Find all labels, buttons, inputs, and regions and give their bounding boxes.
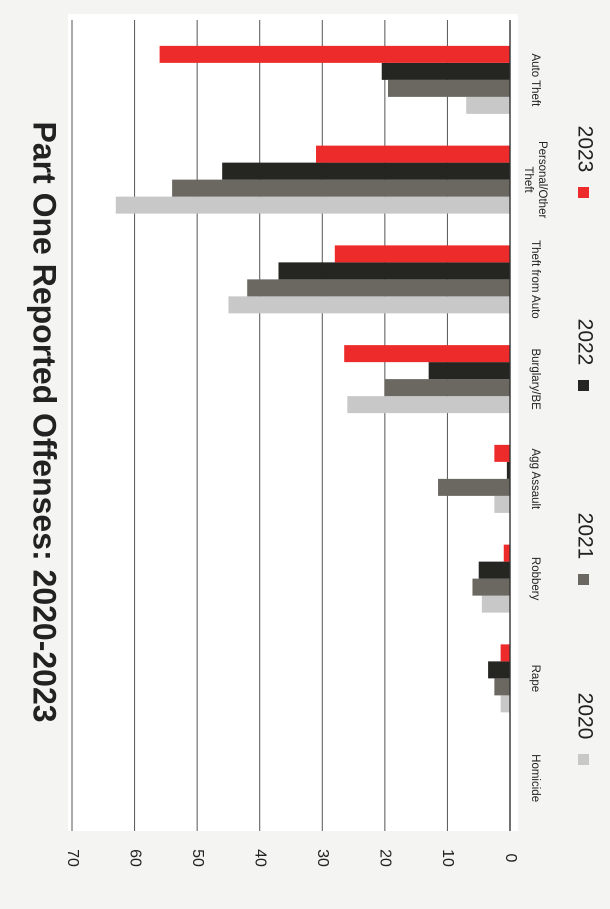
category-label-group: Theft from Auto	[529, 240, 541, 319]
category-label: Homicide	[529, 754, 541, 802]
title-group: Part One Reported Offenses: 2020-2023	[27, 121, 63, 722]
bar-2020	[481, 595, 510, 613]
value-tick-group: 40	[251, 849, 268, 867]
category-label: Theft from Auto	[529, 240, 541, 319]
bar-2021	[172, 179, 510, 197]
legend-label: 2023	[573, 126, 596, 173]
value-tick-labels: 0 10 20 30 40 50 60 70	[64, 849, 519, 867]
bar-2023	[334, 245, 510, 263]
category-label: Agg Assault	[529, 449, 541, 511]
value-tick-label: 30	[314, 849, 331, 867]
category-label: Rape	[529, 665, 541, 693]
bar-2023	[494, 444, 510, 462]
bar-2023	[159, 45, 510, 63]
legend-swatch-2020	[578, 754, 589, 765]
category-label-group: Auto Theft	[529, 53, 541, 107]
category-label: Auto Theft	[529, 53, 541, 107]
plot-area	[68, 14, 518, 831]
value-tick-label: 10	[439, 849, 456, 867]
value-tick-group: 10	[439, 849, 456, 867]
value-tick-label: 70	[64, 849, 81, 867]
legend-swatch-2022	[578, 380, 589, 391]
category-label: Robbery	[529, 557, 541, 601]
bar-2022	[222, 162, 510, 180]
legend-entry: 2023	[573, 126, 596, 173]
legend-label: 2022	[573, 319, 596, 366]
category-label-group: Homicide	[529, 754, 541, 802]
bar-2021	[384, 379, 510, 397]
legend-entry: 2022	[573, 319, 596, 366]
legend-swatch-2023	[578, 187, 589, 198]
value-tick-group: 60	[126, 849, 143, 867]
bar-2020	[228, 296, 510, 314]
category-label-group: Rape	[529, 665, 541, 693]
value-tick-label: 50	[189, 849, 206, 867]
category-label: Theft	[522, 167, 534, 194]
bar-2021	[247, 279, 510, 297]
legend: 2020 2021 2022 2023	[573, 126, 596, 765]
category-label-group: Robbery	[529, 557, 541, 601]
chart-title: Part One Reported Offenses: 2020-2023	[27, 121, 63, 722]
value-tick-group: 30	[314, 849, 331, 867]
legend-entry: 2021	[573, 513, 596, 560]
bar-2022	[506, 461, 510, 479]
bar-2022	[428, 362, 510, 380]
legend-label: 2021	[573, 513, 596, 560]
value-tick-label: 20	[377, 849, 394, 867]
value-tick-label: 60	[126, 849, 143, 867]
bar-2023	[316, 145, 510, 163]
value-tick-label: 0	[502, 854, 519, 863]
bar-2020	[347, 396, 510, 414]
bar-2022	[478, 561, 510, 579]
bar-2023	[503, 544, 510, 562]
legend-entry: 2020	[573, 693, 596, 740]
bar-2022	[278, 262, 510, 280]
bar-2020	[115, 196, 511, 214]
bars	[115, 45, 511, 713]
bar-2021	[472, 578, 510, 596]
category-labels: Homicide Rape Robbery Agg Assault Burglary/B…	[522, 53, 548, 802]
bar-2020	[500, 695, 510, 713]
value-tick-group: 70	[64, 849, 81, 867]
bar-2020	[466, 96, 510, 114]
bar-2021	[494, 678, 510, 696]
legend-label: 2020	[573, 693, 596, 740]
bar-2023	[500, 644, 510, 662]
value-tick-group: 20	[377, 849, 394, 867]
category-label: Burglary/BE	[529, 348, 541, 410]
value-tick-group: 0	[502, 854, 519, 863]
bar-2020	[494, 495, 510, 513]
legend-swatch-2021	[578, 574, 589, 585]
bar-2021	[387, 79, 510, 97]
value-tick-label: 40	[251, 849, 268, 867]
bar-2022	[381, 62, 510, 80]
category-label-group: Burglary/BE	[529, 348, 541, 410]
bar-2021	[438, 478, 510, 496]
bar-2023	[344, 345, 510, 363]
category-label-group: Agg Assault	[529, 449, 541, 511]
bar-2022	[488, 661, 510, 679]
value-tick-group: 50	[189, 849, 206, 867]
category-label: Personal/Other	[536, 141, 548, 219]
